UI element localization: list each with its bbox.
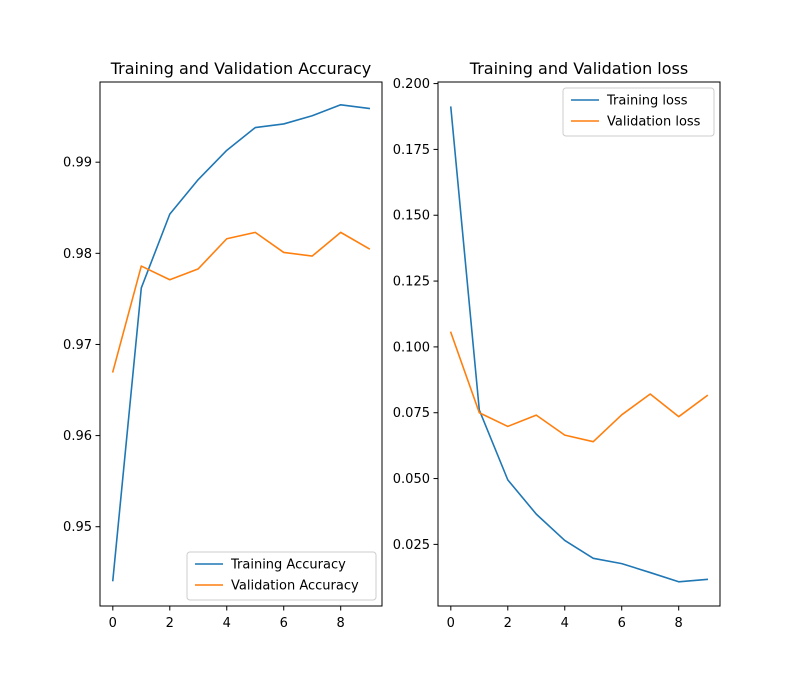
loss-chart-frame	[437, 81, 721, 607]
validation-loss-legend-label: Validation loss	[607, 115, 701, 130]
accuracy-chart: Training and Validation Accuracy 0 2 4 6 8 0.…	[63, 59, 383, 631]
accuracy-chart-legend: Training Accuracy Validation Accuracy	[186, 551, 377, 601]
accuracy-y-tick-label: 0.96	[63, 429, 92, 444]
accuracy-chart-frame	[99, 81, 383, 607]
loss-chart-title: Training and Validation loss	[469, 59, 688, 78]
validation-accuracy-legend-label: Validation Accuracy	[231, 579, 359, 594]
loss-chart: Training and Validation loss 0 2 4 6 80.0250…	[393, 59, 721, 631]
accuracy-legend-box	[186, 551, 377, 601]
loss-y-tick-label: 0.050	[393, 472, 430, 487]
loss-y-tick-label: 0.100	[393, 340, 430, 355]
accuracy-x-tick-label: 4	[223, 616, 231, 631]
training-accuracy-line	[111, 103, 371, 582]
accuracy-chart-lines	[111, 103, 371, 582]
accuracy-y-tick-label: 0.99	[63, 156, 92, 171]
loss-y-tick-label: 0.175	[393, 143, 430, 158]
loss-chart-legend: Training loss Validation loss	[562, 87, 715, 137]
loss-y-tick-label: 0.125	[393, 275, 430, 290]
training-loss-line	[449, 106, 709, 583]
loss-x-tick-label: 4	[561, 616, 569, 631]
training-accuracy-legend-label: Training Accuracy	[230, 558, 346, 573]
loss-chart-lines	[449, 106, 709, 583]
loss-x-tick-label: 8	[675, 616, 683, 631]
accuracy-x-tick-label: 8	[337, 616, 345, 631]
loss-x-tick-label: 0	[447, 616, 455, 631]
accuracy-chart-ticks: 0 2 4 6 8 0.95 0.96 0.97 0.98 0.99	[63, 156, 345, 631]
accuracy-chart-title: Training and Validation Accuracy	[110, 59, 372, 78]
loss-x-tick-label: 2	[504, 616, 512, 631]
loss-y-tick-label: 0.075	[393, 406, 430, 421]
accuracy-x-tick-label: 6	[280, 616, 288, 631]
loss-y-tick-label: 0.200	[393, 77, 430, 92]
accuracy-y-tick-label: 0.98	[63, 247, 92, 262]
training-loss-legend-label: Training loss	[606, 94, 688, 109]
loss-y-tick-label: 0.025	[393, 538, 430, 553]
accuracy-x-tick-label: 0	[109, 616, 117, 631]
accuracy-x-tick-label: 2	[166, 616, 174, 631]
loss-legend-box	[562, 87, 715, 137]
validation-loss-line	[449, 331, 709, 443]
loss-chart-ticks: 0 2 4 6 8 0.025 0.050 0.075 0.100 0.125 0.150 0.175…	[393, 77, 683, 631]
loss-y-tick-label: 0.150	[393, 209, 430, 224]
accuracy-y-tick-label: 0.95	[63, 520, 92, 535]
accuracy-y-tick-label: 0.97	[63, 338, 92, 353]
loss-x-tick-label: 6	[618, 616, 626, 631]
validation-accuracy-line	[111, 231, 371, 373]
